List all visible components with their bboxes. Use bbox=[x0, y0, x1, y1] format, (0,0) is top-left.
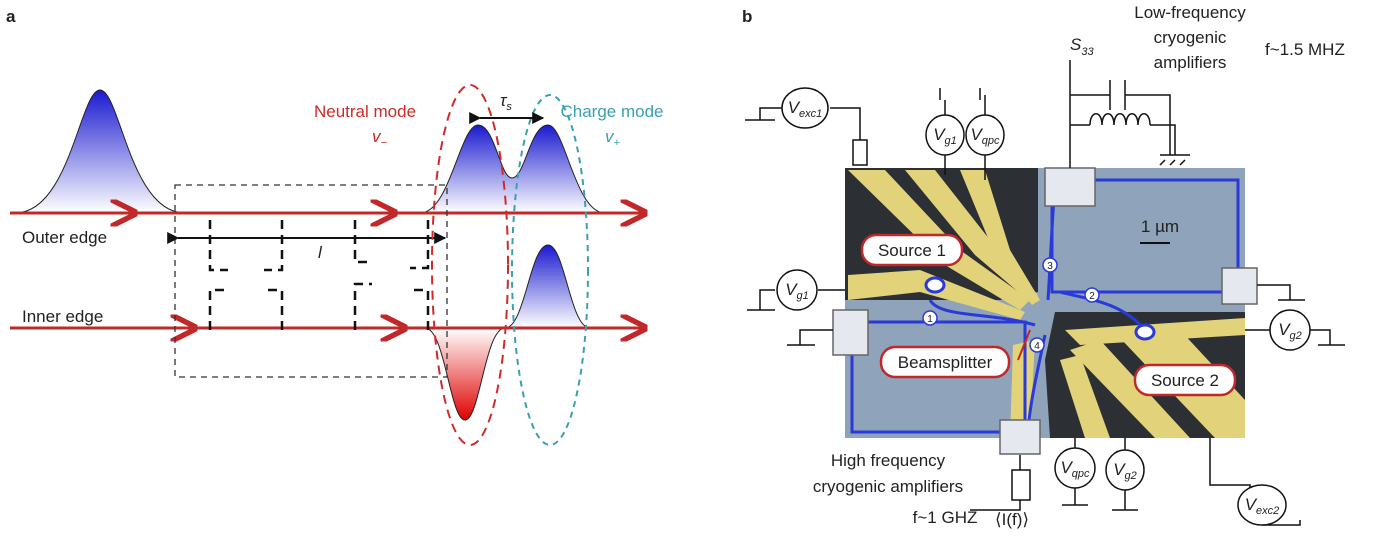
subscript: 33 bbox=[1081, 46, 1094, 58]
path-number: 3 bbox=[1047, 261, 1053, 272]
delay-label: τs bbox=[500, 91, 512, 113]
noise-label: S33 bbox=[1070, 35, 1094, 58]
path-number: 4 bbox=[1034, 341, 1040, 352]
path-number: 1 bbox=[927, 314, 933, 325]
subscript: qpc bbox=[982, 135, 1000, 147]
current-label: ⟨I(f)⟩ bbox=[995, 510, 1029, 529]
callout-label: Beamsplitter bbox=[898, 353, 993, 372]
subscript: g1 bbox=[797, 290, 809, 302]
inner-edge-label: Inner edge bbox=[22, 307, 103, 326]
figure: a τs Neutral mode v− Charge mode v+ l Ou… bbox=[0, 0, 1381, 540]
charge-mode: Charge mode bbox=[560, 102, 663, 121]
subscript: g2 bbox=[1125, 470, 1137, 482]
gates bbox=[210, 220, 428, 330]
subscript: g2 bbox=[1290, 330, 1302, 342]
subscript: − bbox=[381, 137, 388, 149]
panel-label: b bbox=[742, 7, 752, 26]
amplifier-label: Low-frequency bbox=[1134, 3, 1246, 22]
outer-edge-label: Outer edge bbox=[22, 228, 107, 247]
wavepacket bbox=[15, 90, 185, 213]
subscript: exc2 bbox=[1256, 505, 1279, 517]
neutral-velocity: v− bbox=[372, 127, 388, 149]
neutral-mode: Neutral mode bbox=[314, 102, 416, 121]
callout-label: Source 2 bbox=[1151, 371, 1219, 390]
subscript: exc1 bbox=[799, 108, 822, 120]
subscript: qpc bbox=[1072, 468, 1090, 480]
low-frequency: f~1.5 MHZ bbox=[1265, 40, 1345, 59]
panel-a: τs Neutral mode v− Charge mode v+ l Oute… bbox=[10, 85, 664, 445]
callout-label: Source 1 bbox=[878, 241, 946, 260]
high-frequency: f~1 GHZ bbox=[913, 508, 978, 527]
amplifier-label: amplifiers bbox=[1154, 53, 1227, 72]
charge-velocity: v+ bbox=[605, 127, 621, 149]
subscript: + bbox=[614, 137, 621, 149]
amplifier-label: cryogenic amplifiers bbox=[813, 477, 963, 496]
path-number: 2 bbox=[1089, 291, 1095, 302]
amplifier-label: cryogenic bbox=[1154, 28, 1227, 47]
subscript: s bbox=[506, 101, 512, 113]
subscript: g1 bbox=[945, 135, 957, 147]
panel-label: a bbox=[6, 7, 16, 26]
wavepacket bbox=[505, 245, 590, 328]
amplifier-label: High frequency bbox=[831, 451, 946, 470]
scale-label: 1 µm bbox=[1141, 217, 1179, 236]
symbol: S bbox=[1070, 35, 1082, 54]
wavepacket bbox=[420, 125, 605, 213]
length-label: l bbox=[318, 243, 323, 262]
